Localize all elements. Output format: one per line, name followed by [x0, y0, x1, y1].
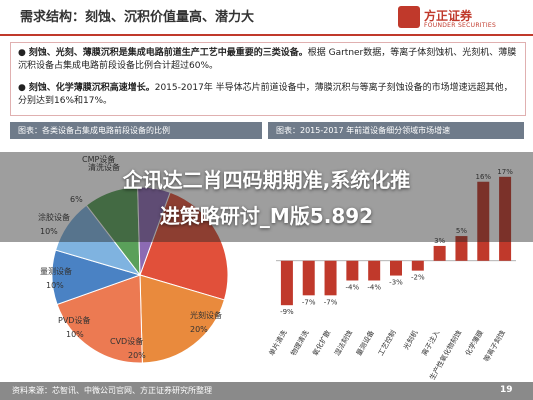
bar-category-label: 工艺控制 — [376, 329, 398, 358]
pie-label: 涂胶设备 — [38, 212, 70, 222]
pie-label: 10% — [46, 281, 64, 290]
page-title: 需求结构：刻蚀、沉积价值量高、潜力大 — [20, 10, 255, 25]
overlay-line-1: 企讯达二肖四码期期准,系统化推 — [122, 168, 411, 192]
pie-label: 光刻设备 — [190, 310, 222, 320]
bar-value-label: -7% — [302, 298, 316, 306]
bullet-dot-icon: ● — [18, 83, 29, 93]
bar-value-label: -3% — [389, 279, 403, 287]
pie-slice — [139, 274, 226, 364]
bar-category-label: 湿法刻蚀 — [332, 329, 354, 358]
bar-category-label: 单片清洗 — [268, 329, 289, 358]
bullet-2: ● 刻蚀、化学薄膜沉积高速增长。2015-2017年 半导体芯片前道设备中，薄膜… — [18, 82, 518, 108]
bar-chart: -9% -7% -7% -4% -4% -3% -2% 3% 5% 16% 17% 单片清洗 物理清洗… — [268, 168, 516, 380]
bar — [433, 245, 446, 261]
bar — [302, 260, 315, 296]
bullet-2-lead: 刻蚀、化学薄膜沉积高速增长。 — [28, 83, 155, 93]
overlay-banner — [0, 152, 533, 242]
bar-category-label: 化学薄膜 — [463, 329, 485, 358]
bar — [499, 176, 512, 261]
pie-label: 10% — [40, 227, 58, 236]
bar — [324, 260, 337, 296]
bar — [411, 260, 424, 271]
bar-value-label: -2% — [411, 274, 425, 282]
pie-label: 10% — [66, 330, 84, 339]
bar-value-label: 5% — [456, 227, 467, 235]
bar-value-label: 3% — [434, 237, 445, 245]
bar-value-label: -4% — [367, 284, 381, 292]
page-number: 19 — [500, 385, 513, 395]
bullet-dot-icon: ● — [18, 48, 29, 58]
bar — [346, 260, 359, 281]
bar — [390, 260, 402, 276]
bar-value-label: -7% — [324, 298, 338, 306]
right-panel-title: 图表：2015-2017 年前道设备细分领域市场增速 — [268, 122, 524, 139]
bullet-1: ● 刻蚀、光刻、薄膜沉积是集成电路前道生产工艺中最重要的三类设备。根据 Gart… — [18, 47, 518, 73]
pie-label: 20% — [128, 351, 146, 360]
footer-source: 资料来源：芯智讯、中微公司官网、方正证券研究所整理 — [12, 386, 212, 395]
bar-category-label: 量测设备 — [354, 329, 376, 358]
pie-label: CVD设备 — [110, 336, 143, 346]
pie-slice — [137, 186, 171, 276]
bar-category-label: 光刻机 — [401, 329, 419, 352]
bar-value-label: 17% — [497, 168, 513, 176]
bar — [368, 260, 381, 281]
brand-name: 方正证券 — [424, 9, 473, 23]
brand-subtitle: FOUNDER SECURITIES — [424, 22, 497, 29]
pie-label: 量测设备 — [40, 266, 72, 276]
bar — [477, 181, 490, 261]
pie-label: 6% — [70, 195, 83, 204]
bar-value-label: -4% — [346, 284, 360, 292]
header-divider — [0, 34, 533, 36]
bar-category-label: 物理清洗 — [289, 329, 311, 358]
bullet-1-lead: 刻蚀、光刻、薄膜沉积是集成电路前道生产工艺中最重要的三类设备。 — [28, 48, 308, 58]
pie-label: CMP设备 — [82, 154, 115, 164]
pie-slice — [139, 191, 229, 301]
left-panel-title: 图表：各类设备占集成电路前段设备的比例 — [10, 122, 262, 139]
bar-value-label: -9% — [280, 308, 294, 316]
footer-bar — [0, 382, 533, 400]
bar-category-label: 离子注入 — [420, 329, 442, 358]
overlay-line-2: 进策略研讨_M版5.892 — [159, 204, 374, 228]
pie-label: 20% — [190, 325, 208, 334]
bar-category-label: 氧化扩散 — [310, 329, 332, 358]
pie-label: PVD设备 — [58, 315, 90, 325]
bullet-2-rest: 2015-2017年 半导体芯片前道设备中，薄膜沉积与等离子刻蚀设备的市场增速远… — [18, 83, 513, 106]
bar — [280, 260, 293, 306]
bar — [455, 236, 468, 261]
brand-logo-icon — [398, 6, 420, 28]
bar-category-label: 等离子刻蚀 — [482, 329, 507, 364]
bullet-1-rest: 根据 Gartner数据，等离子体刻蚀机、光刻机、薄膜沉积设备占集成电路前段设备… — [18, 48, 517, 71]
bar-value-label: 16% — [475, 173, 491, 181]
pie-label: 清洗设备 — [88, 162, 120, 172]
summary-box — [10, 42, 526, 116]
